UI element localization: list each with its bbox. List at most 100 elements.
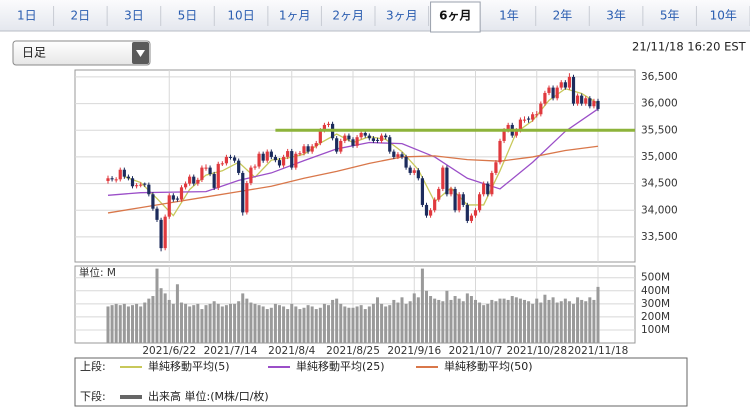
tab[interactable]: 2年 xyxy=(553,9,573,23)
volume-bar xyxy=(498,298,502,343)
volume-bar xyxy=(596,286,600,343)
volume-bar xyxy=(339,303,343,343)
tab[interactable]: 3日 xyxy=(124,9,144,23)
candle-body xyxy=(469,215,474,221)
candle-body xyxy=(155,208,159,220)
volume-bar xyxy=(457,298,461,343)
candle-body xyxy=(249,167,253,184)
tab[interactable]: 1日 xyxy=(17,9,37,23)
volume-bar xyxy=(580,299,584,343)
dropdown-arrow xyxy=(136,50,145,57)
volume-bar xyxy=(151,296,155,343)
tab[interactable]: 1年 xyxy=(499,9,519,23)
volume-bar xyxy=(539,302,543,343)
volume-bar xyxy=(547,299,551,343)
tab[interactable]: 3年 xyxy=(606,9,626,23)
tab[interactable]: 5年 xyxy=(660,9,680,23)
candle-body xyxy=(261,153,265,161)
candle-body xyxy=(212,174,216,188)
volume-bar xyxy=(122,303,126,343)
tab-active[interactable] xyxy=(430,1,481,33)
volume-bar xyxy=(412,293,416,343)
volume-bar xyxy=(114,303,118,343)
dropdown-label: 日足 xyxy=(22,46,46,60)
x-tick-label: 2021/8/4 xyxy=(268,345,315,357)
volume-bar xyxy=(298,309,302,343)
volume-bar xyxy=(506,299,510,343)
y-tick-label: 36,500 xyxy=(641,71,678,83)
candle-body xyxy=(143,183,147,185)
tab[interactable]: 1ヶ月 xyxy=(279,9,311,23)
volume-bar xyxy=(278,305,281,343)
volume-bar xyxy=(572,303,575,343)
volume-bar xyxy=(273,303,277,343)
candle-body xyxy=(273,156,278,161)
candle-body xyxy=(453,188,457,211)
volume-bar xyxy=(233,303,237,343)
candle-body xyxy=(522,119,527,121)
dropdown[interactable] xyxy=(12,40,151,66)
x-tick-label: 2021/9/16 xyxy=(387,345,441,357)
volume-bar xyxy=(482,305,486,343)
volume-bar xyxy=(416,297,420,343)
volume-bar xyxy=(200,309,204,343)
volume-bar xyxy=(135,303,139,343)
candle-body xyxy=(216,163,220,188)
tab[interactable]: 5日 xyxy=(178,9,198,23)
volume-bar xyxy=(437,299,441,343)
candle-body xyxy=(281,156,286,166)
tab[interactable]: 10年 xyxy=(710,9,737,23)
volume-bar xyxy=(494,301,498,343)
candle-body xyxy=(318,130,322,144)
volume-bar xyxy=(592,299,596,343)
volume-bar xyxy=(126,306,130,343)
candle-body xyxy=(183,183,188,188)
volume-bar xyxy=(314,309,318,343)
volume-bar xyxy=(269,307,273,343)
volume-bar xyxy=(180,302,183,343)
volume-bar xyxy=(241,293,245,343)
volume-bar xyxy=(465,293,469,343)
candle-body xyxy=(592,100,596,107)
volume-bar xyxy=(229,303,232,343)
volume-bar xyxy=(290,303,294,343)
tab[interactable]: 10日 xyxy=(227,9,254,23)
candle-body xyxy=(286,151,290,157)
volume-bar xyxy=(237,301,241,343)
volume-bar xyxy=(159,288,163,343)
candle-body xyxy=(200,167,204,180)
candle-body xyxy=(126,176,131,179)
price-panel xyxy=(74,69,636,263)
candle-body xyxy=(433,199,437,211)
candle-body xyxy=(220,163,224,165)
volume-tick-label: 200M xyxy=(641,311,670,323)
candle-body xyxy=(363,132,367,136)
tab[interactable]: 2日 xyxy=(71,9,91,23)
candle-body xyxy=(228,156,233,158)
volume-bar xyxy=(318,307,322,343)
tab[interactable]: 6ヶ月 xyxy=(439,9,471,23)
candle-body xyxy=(445,167,449,195)
volume-bar xyxy=(196,303,200,343)
candle-body xyxy=(339,140,343,152)
candle-body xyxy=(482,183,486,195)
candle-body xyxy=(241,172,245,213)
volume-bar xyxy=(171,303,175,343)
moving-average-line xyxy=(107,145,599,214)
legend-lower-label: 下段: xyxy=(80,389,106,403)
candle-body xyxy=(384,135,388,138)
volume-bar xyxy=(167,299,171,343)
volume-bar xyxy=(551,297,555,343)
volume-bar xyxy=(351,307,355,343)
tab[interactable]: 3ヶ月 xyxy=(386,9,418,23)
candle-body xyxy=(322,124,327,131)
tab[interactable]: 2ヶ月 xyxy=(332,9,364,23)
volume-bar xyxy=(567,301,571,343)
candle-body xyxy=(379,135,384,141)
candle-body xyxy=(294,153,298,168)
candle-body xyxy=(347,135,351,140)
volume-bar xyxy=(192,305,196,343)
legend-entry: 出来高 単位:(M株/口/枚) xyxy=(148,389,269,403)
volume-tick-label: 300M xyxy=(641,298,670,310)
candle-body xyxy=(371,138,376,141)
